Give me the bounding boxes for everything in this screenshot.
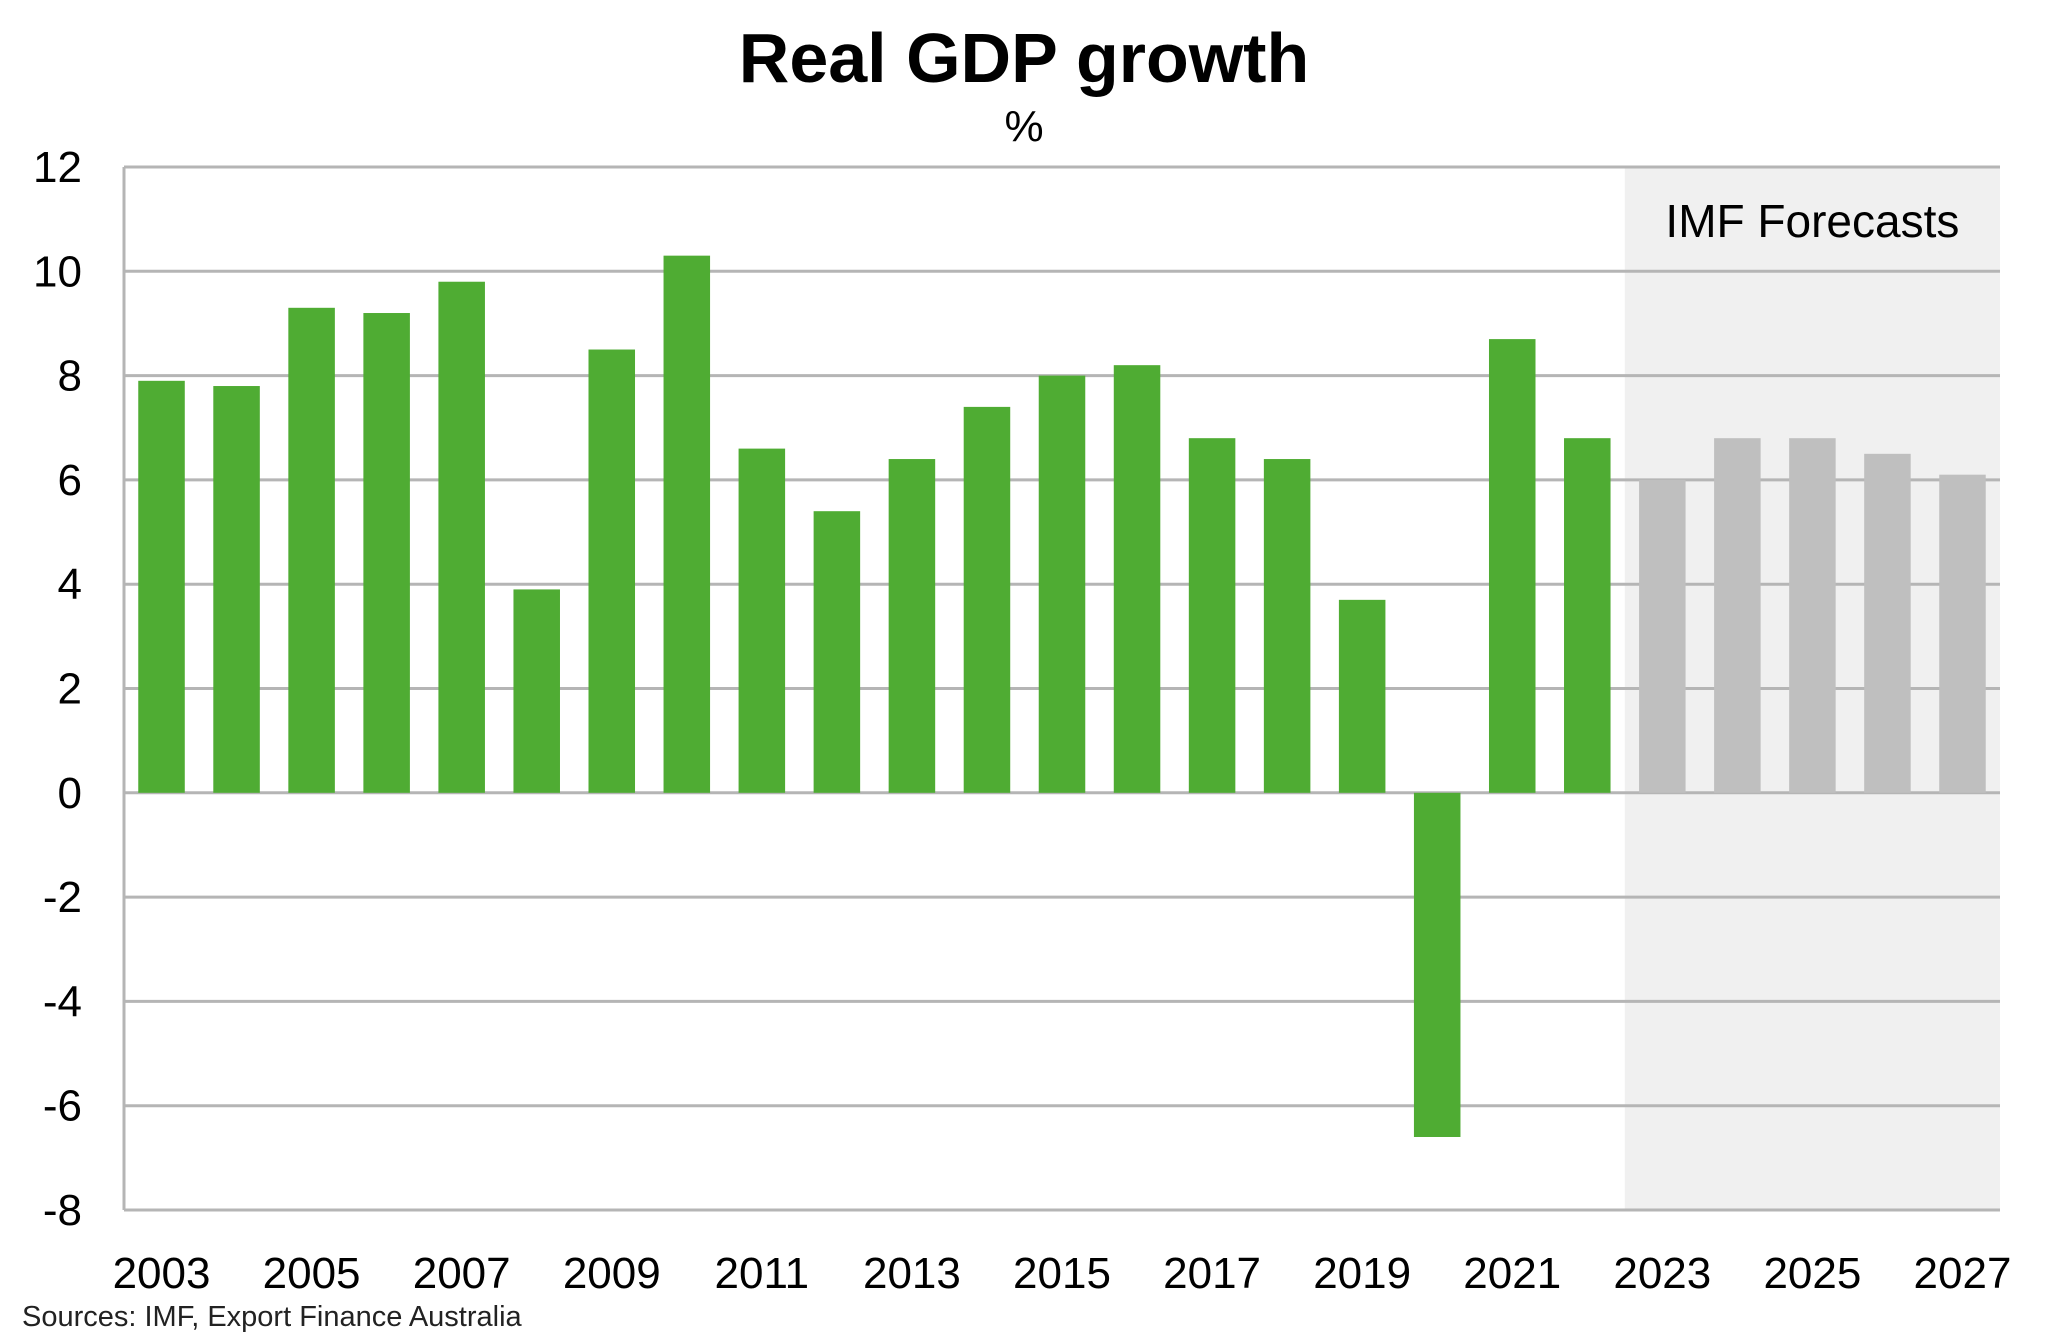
x-tick-label: 2005	[263, 1249, 361, 1298]
y-tick-label: -8	[43, 1186, 82, 1235]
x-tick-label: 2023	[1613, 1249, 1711, 1298]
x-tick-label: 2013	[863, 1249, 961, 1298]
y-tick-label: 8	[58, 352, 82, 401]
bar-2025	[1789, 438, 1836, 793]
bar-2019	[1338, 599, 1386, 793]
y-tick-label: -6	[43, 1082, 82, 1131]
bar-2015	[1038, 375, 1086, 793]
y-tick-label: 12	[33, 143, 82, 192]
x-tick-label: 2003	[113, 1249, 211, 1298]
chart-title: Real GDP growth	[738, 19, 1310, 97]
bar-2021	[1488, 339, 1536, 793]
bar-2026	[1864, 453, 1911, 793]
x-tick-label: 2007	[413, 1249, 511, 1298]
bar-2014	[963, 406, 1011, 793]
x-tick-label: 2027	[1914, 1249, 2012, 1298]
bar-2012	[813, 511, 861, 793]
bar-2010	[663, 255, 711, 793]
x-tick-label: 2009	[563, 1249, 661, 1298]
bar-2020	[1413, 792, 1461, 1137]
bar-2003	[138, 380, 185, 793]
bar-2027	[1939, 474, 1986, 793]
bar-2022	[1564, 438, 1611, 793]
forecast-label: IMF Forecasts	[1665, 195, 1959, 247]
x-tick-label: 2021	[1463, 1249, 1561, 1298]
y-tick-label: 2	[58, 665, 82, 714]
x-tick-label: 2011	[715, 1249, 810, 1298]
y-tick-label: -2	[43, 873, 82, 922]
bar-2016	[1113, 365, 1161, 793]
x-tick-label: 2019	[1313, 1249, 1411, 1298]
source-note: Sources: IMF, Export Finance Australia	[22, 1301, 522, 1333]
bar-2023	[1639, 479, 1686, 793]
x-tick-label: 2017	[1163, 1249, 1261, 1298]
bar-2004	[213, 386, 260, 793]
y-tick-label: 10	[33, 247, 82, 296]
y-tick-label: 0	[58, 769, 82, 818]
bar-2013	[888, 459, 936, 793]
x-tick-label: 2015	[1013, 1249, 1111, 1298]
y-tick-label: -4	[43, 977, 82, 1026]
bar-2007	[438, 281, 485, 793]
bar-2018	[1263, 459, 1311, 793]
x-tick-label: 2025	[1763, 1249, 1861, 1298]
bar-2005	[288, 307, 335, 793]
bar-2011	[738, 448, 786, 793]
y-tick-label: 6	[58, 456, 82, 505]
bar-2017	[1188, 438, 1236, 793]
bar-2009	[588, 349, 636, 793]
chart-subtitle: %	[1004, 102, 1044, 151]
y-tick-label: 4	[58, 560, 82, 609]
bar-2024	[1714, 438, 1761, 793]
bar-2006	[363, 313, 410, 793]
bar-2008	[513, 589, 560, 793]
